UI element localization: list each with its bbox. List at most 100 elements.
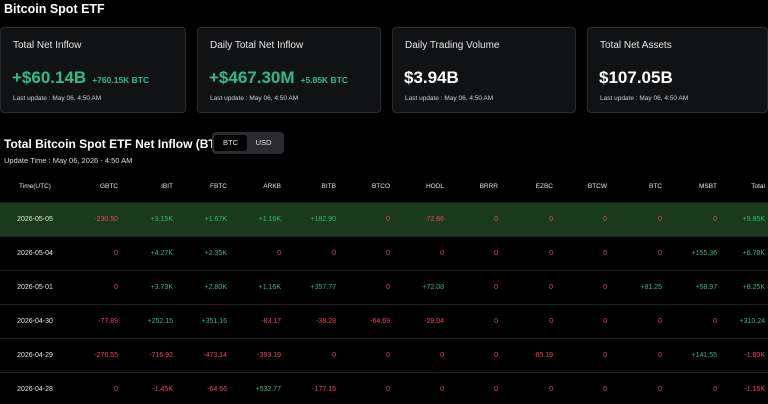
table-cell-date: 2026-04-29 (17, 352, 53, 359)
card-total-net-inflow: Total Net Inflow +$60.14B +760.15K BTC L… (0, 27, 186, 113)
table-cell-value: 0 (713, 386, 717, 393)
th-ibit: IBIT (161, 182, 173, 190)
table-cell-value: 0 (713, 216, 717, 223)
th-ezbc: EZBC (535, 182, 553, 190)
table-cell-date: 2026-05-04 (17, 250, 53, 257)
th-bitb: BITB (321, 182, 336, 190)
table-cell-value: 0 (386, 250, 390, 257)
table-cell-value: 0 (658, 386, 662, 393)
table-cell-value: -77.89 (98, 318, 118, 325)
table-row: 2026-05-05 -230.50 +3.15K +1.67K +1.16K +182.… (0, 203, 768, 237)
th-btco: BTCO (371, 182, 390, 190)
card-last-update: Last update : May 06, 4:50 AM (600, 95, 689, 102)
table-cell-value: +310.24 (739, 318, 766, 325)
card-last-update: Last update : May 06, 4:50 AM (210, 95, 299, 102)
table-cell-value: 0 (440, 250, 444, 257)
table-cell-value: -1.80K (744, 352, 765, 359)
table-cell-value: 0 (603, 318, 607, 325)
table-cell-value: 0 (658, 250, 662, 257)
table-cell-value: 0 (603, 216, 607, 223)
table-cell-value: +1.67K (204, 216, 227, 223)
table-cell-value: 0 (332, 250, 336, 257)
table-row: 2026-04-30 -77.89 +252.15 +351.16 -83.17 -38.… (0, 305, 768, 339)
table-cell-value: +58.97 (695, 284, 717, 291)
table-cell-value: 0 (386, 352, 390, 359)
table-cell-value: 0 (603, 284, 607, 291)
card-sub-value: +760.15K BTC (92, 75, 150, 85)
toggle-btc-button[interactable]: BTC (214, 135, 247, 151)
table-cell-value: +4.27K (150, 250, 173, 257)
table-cell-value: 0 (603, 352, 607, 359)
table-row: 2026-04-29 -276.55 -716.92 -473.14 -393.19 0 0… (0, 339, 768, 373)
table-cell-value: +8.25K (742, 284, 765, 291)
th-btcw: BTCW (587, 182, 607, 190)
table-cell-value: 0 (658, 216, 662, 223)
table-cell-value: 0 (549, 250, 553, 257)
table-cell-date: 2026-04-30 (17, 318, 53, 325)
table-cell-value: -716.92 (149, 352, 173, 359)
th-brrr: BRRR (479, 182, 498, 190)
table-cell-date: 2026-04-28 (17, 386, 53, 393)
table-cell-value: 0 (114, 386, 118, 393)
table-cell-value: 0 (114, 250, 118, 257)
card-value-row: $107.05B (599, 68, 673, 88)
card-daily-trading-volume: Daily Trading Volume $3.94B Last update … (392, 27, 576, 113)
th-btc: BTC (649, 182, 662, 190)
table-cell-value: 0 (494, 284, 498, 291)
section-title: Total Bitcoin Spot ETF Net Inflow (BTC) (4, 137, 229, 151)
table-cell-value: 0 (494, 318, 498, 325)
table-cell-value: 0 (549, 318, 553, 325)
card-value-row: $3.94B (404, 68, 459, 88)
table-cell-value: 0 (494, 352, 498, 359)
table-cell-value: -64.69 (370, 318, 390, 325)
table-cell-value: -473.14 (203, 352, 227, 359)
table-cell-value: +2.80K (204, 284, 227, 291)
table-cell-value: 0 (658, 352, 662, 359)
table-cell-value: -1.16K (744, 386, 765, 393)
table-cell-value: 0 (386, 386, 390, 393)
page-title: Bitcoin Spot ETF (4, 2, 105, 16)
card-value: $3.94B (404, 68, 459, 87)
toggle-usd-button[interactable]: USD (255, 138, 272, 147)
table-cell-value: +182.90 (310, 216, 337, 223)
card-title: Daily Total Net Inflow (210, 40, 304, 51)
th-hodl: HODL (425, 182, 444, 190)
table-cell-value: +81.25 (640, 284, 662, 291)
table-cell-value: 0 (386, 216, 390, 223)
th-arkb: ARKB (263, 182, 281, 190)
table-cell-value: +141.55 (691, 352, 718, 359)
table-cell-value: -64.66 (207, 386, 227, 393)
card-value-row: +$60.14B +760.15K BTC (12, 68, 149, 88)
table-cell-value: -230.50 (94, 216, 118, 223)
table-cell-value: -276.55 (94, 352, 118, 359)
table-cell-value: -83.17 (261, 318, 281, 325)
th-time: Time(UTC) (19, 182, 51, 190)
table-cell-value: 0 (114, 284, 118, 291)
table-cell-value: +3.15K (150, 216, 173, 223)
table-cell-value: 0 (549, 386, 553, 393)
table-row: 2026-05-04 0 +4.27K +2.35K 0 0 0 0 0 0 0 0 +155.36 +6… (0, 237, 768, 271)
th-gbtc: GBTC (99, 182, 118, 190)
table-cell-value: -393.19 (257, 352, 281, 359)
th-fbtc: FBTC (210, 182, 227, 190)
th-msbt: MSBT (698, 182, 717, 190)
table-cell-value: +72.08 (422, 284, 444, 291)
table-cell-value: +252.15 (147, 318, 174, 325)
table-cell-value: 0 (603, 386, 607, 393)
table-cell-value: 0 (277, 250, 281, 257)
card-title: Total Net Inflow (13, 40, 82, 51)
card-value: +$60.14B (12, 68, 87, 87)
table-cell-value: +532.77 (255, 386, 282, 393)
table-cell-value: -38.28 (316, 318, 336, 325)
table-cell-date: 2026-05-05 (17, 216, 53, 223)
card-last-update: Last update : May 06, 4:50 AM (13, 95, 102, 102)
table-cell-value: -29.04 (424, 318, 444, 325)
card-value-row: +$467.30M +5.85K BTC (209, 68, 348, 88)
card-value: +$467.30M (209, 68, 295, 87)
table-cell-value: +5.85K (742, 216, 765, 223)
table-cell-value: +155.36 (691, 250, 718, 257)
table-cell-value: 0 (494, 250, 498, 257)
table-cell-value: +3.73K (150, 284, 173, 291)
currency-toggle: BTC USD (212, 132, 284, 154)
table-cell-value: 0 (494, 386, 498, 393)
